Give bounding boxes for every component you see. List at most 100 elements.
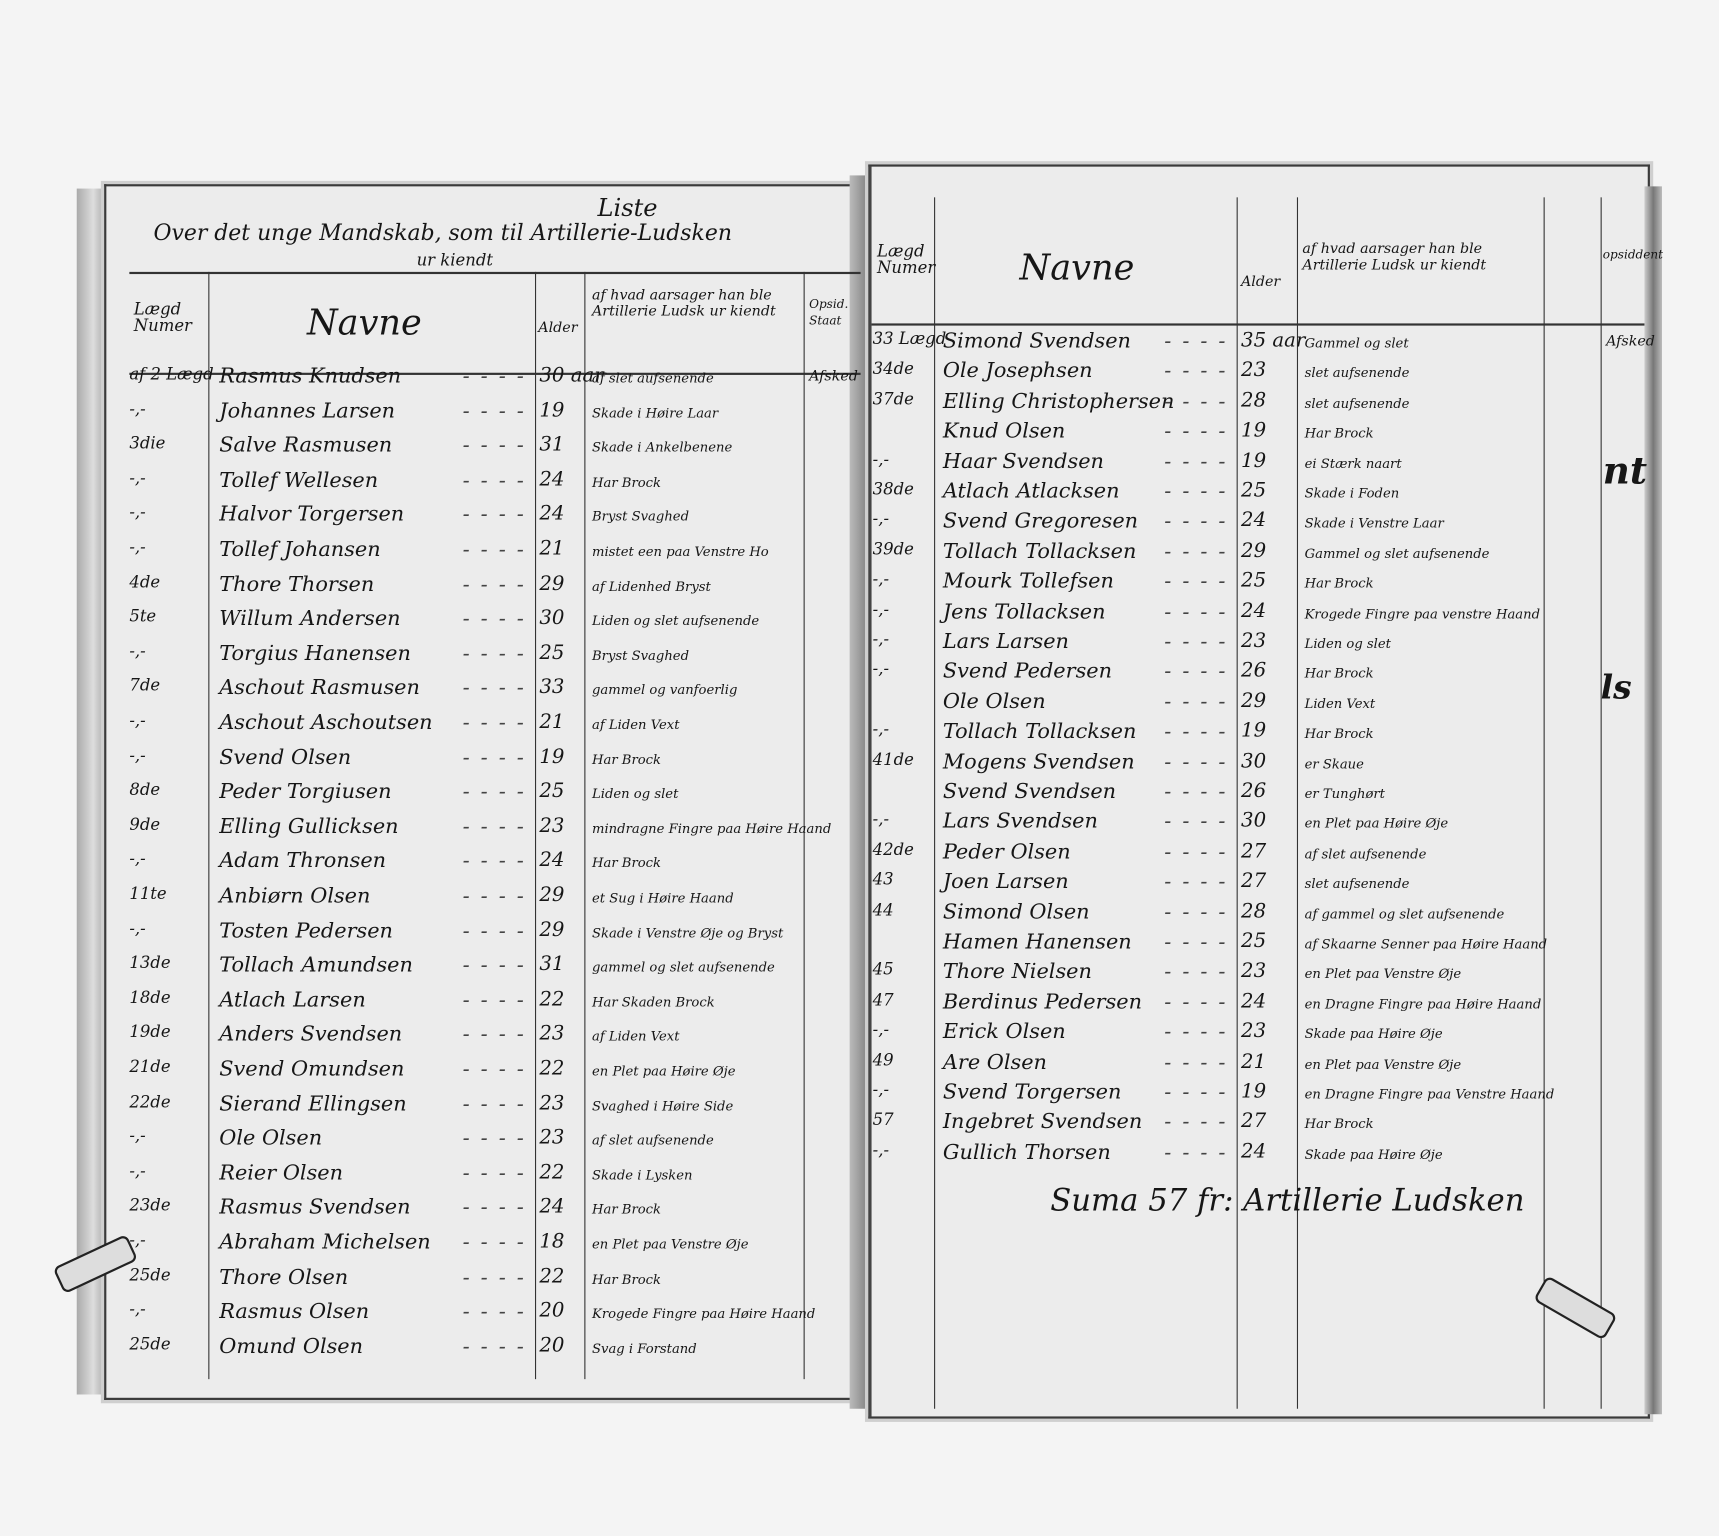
age-value: 29 [1241, 539, 1267, 563]
lagd-number: 39de [872, 539, 914, 559]
lagd-number: 42de [872, 839, 914, 860]
table-row: 41de Mogens Svendsen 30 er Skaue - - - - [0, 747, 1719, 780]
discharge-reason: af Lidenhed Bryst [592, 578, 711, 594]
person-name: Rasmus Olsen [219, 1299, 370, 1324]
age-value: 29 [539, 918, 565, 942]
person-name: Hamen Hanensen [942, 929, 1132, 954]
lagd-number: 22de [129, 1091, 171, 1112]
table-row: -,- Gullich Thorsen 24 Skade paa Høire Øje -… [0, 1138, 1719, 1171]
margin-mark: nt [1602, 449, 1648, 494]
header-bottom-rule [871, 323, 1645, 326]
person-name: Haar Svendsen [942, 449, 1104, 474]
leader-dashes: - - - - [462, 848, 527, 874]
header-alder: Alder [1241, 274, 1281, 291]
table-row: Ole Olsen 29 Liden Vext - - - - [0, 687, 1719, 720]
age-value: 19 [539, 398, 565, 422]
header-lagd: Lægd Numer [877, 241, 936, 278]
lagd-number: -,- [872, 509, 889, 529]
age-value: 24 [1241, 1139, 1267, 1163]
leader-dashes: - - - - [462, 883, 527, 908]
age-value: 21 [1241, 1049, 1267, 1073]
person-name: Rasmus Svendsen [219, 1195, 411, 1220]
lagd-number: -,- [872, 659, 889, 680]
table-row: -,- Adam Thronsen 24 Har Brock - - - - [0, 847, 1719, 880]
discharge-reason: Har Brock [1304, 575, 1374, 592]
leader-dashes: - - - - [462, 1195, 527, 1220]
leader-dashes: - - - - [1164, 509, 1228, 534]
table-row: -,- Johannes Larsen 19 Skade i Høire Laar - … [0, 396, 1719, 429]
age-value: 25 [1241, 479, 1267, 503]
header-lagd: Lægd Numer [133, 299, 192, 336]
person-name: Tollef Johansen [219, 537, 381, 562]
person-name: Rasmus Knudsen [219, 363, 402, 389]
age-value: 19 [1241, 449, 1267, 473]
lagd-number: 57 [872, 1109, 894, 1130]
lagd-number: -,- [129, 1230, 146, 1250]
table-row: af 2 Lægd Rasmus Knudsen 30 aar af slet auf… [0, 362, 1719, 395]
discharge-reason: af slet aufsenende [1304, 846, 1427, 862]
age-value: 24 [539, 502, 565, 526]
person-name: Svend Pedersen [942, 659, 1113, 684]
person-name: Atlach Larsen [219, 987, 366, 1012]
person-name: Tollef Wellesen [219, 467, 379, 493]
leader-dashes: - - - - [462, 1126, 527, 1151]
lagd-number: -,- [129, 745, 146, 765]
age-value: 22 [539, 1264, 565, 1288]
discharge-reason: et Sug i Høire Haand [592, 890, 734, 906]
discharge-reason: Liden Vext [1304, 695, 1376, 712]
discharge-reason: en Plet paa Venstre Øje [1304, 966, 1462, 982]
lagd-number: -,- [129, 502, 146, 523]
discharge-reason: Krogede Fingre paa venstre Haand [1304, 605, 1541, 622]
person-name: Are Olsen [942, 1049, 1047, 1074]
lagd-number: 25de [129, 1264, 171, 1285]
person-name: Simond Olsen [942, 899, 1090, 924]
lagd-number: 19de [129, 1022, 171, 1042]
person-name: Elling Christophersen [942, 388, 1175, 414]
table-row: -,- Aschout Aschoutsen 21 af Liden Vext - - … [0, 708, 1719, 741]
header-opsid: opsiddent [1602, 247, 1664, 263]
discharge-reason: Skade i Foden [1304, 485, 1400, 502]
leader-dashes: - - - - [1164, 899, 1228, 924]
discharge-reason: gammel og vanfoerlig [592, 682, 738, 698]
lagd-number: -,- [129, 1126, 146, 1146]
leader-dashes: - - - - [462, 710, 527, 735]
table-row: 7de Aschout Rasmusen 33 gammel og vanfoerli… [0, 674, 1719, 707]
leader-dashes: - - - - [462, 467, 527, 493]
leader-dashes: - - - - [1164, 569, 1228, 594]
discharge-reason: Har Brock [592, 474, 662, 490]
age-value: 18 [539, 1230, 565, 1254]
age-value: 19 [1241, 418, 1267, 443]
leader-dashes: - - - - [462, 606, 527, 631]
age-value: 35 aar [1241, 328, 1306, 352]
person-name: Abraham Michelsen [219, 1230, 431, 1255]
age-value: 24 [1241, 599, 1267, 623]
lagd-number: -,- [872, 1079, 889, 1100]
person-name: Peder Olsen [942, 839, 1071, 864]
person-name: Halvor Torgersen [219, 502, 405, 527]
table-row: -,- Tollef Johansen 21 mistet een paa Venst… [0, 535, 1719, 568]
person-name: Tosten Pedersen [219, 918, 393, 943]
age-value: 19 [1241, 719, 1267, 743]
discharge-reason: Gammel og slet aufsenende [1304, 545, 1490, 562]
discharge-reason: Har Brock [592, 855, 662, 871]
lagd-number: 38de [872, 479, 914, 499]
age-value: 25 [539, 779, 565, 803]
discharge-reason: Har Brock [592, 1201, 662, 1218]
person-name: Adam Thronsen [219, 848, 387, 874]
age-value: 33 [539, 675, 565, 699]
discharge-reason: en Plet paa Venstre Øje [592, 1236, 749, 1252]
table-row: -,- Tosten Pedersen 29 Skade i Venstre Øje … [0, 916, 1719, 949]
status-note: Afsked [809, 368, 858, 385]
leader-dashes: - - - - [1164, 1019, 1228, 1044]
discharge-reason: Skade i Lysken [592, 1167, 693, 1183]
age-value: 22 [539, 987, 565, 1011]
person-name: Atlach Atlacksen [942, 479, 1120, 504]
person-name: Thore Olsen [219, 1264, 349, 1289]
age-value: 30 [1241, 809, 1267, 833]
table-row: 5te Willum Andersen 30 Liden og slet aufsen… [0, 604, 1719, 637]
lagd-number: 18de [129, 987, 171, 1008]
age-value: 19 [1241, 1079, 1267, 1103]
table-row: -,- Svend Gregoresen 24 Skade i Venstre Laa… [0, 507, 1719, 540]
table-row: -,- Svend Pedersen 26 Har Brock - - - - [0, 657, 1719, 690]
